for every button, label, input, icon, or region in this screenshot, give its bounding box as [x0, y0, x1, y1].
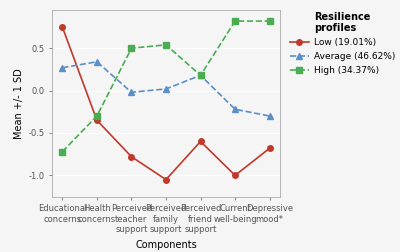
Average (46.62%) [60, 66, 65, 69]
High (34.37%) [198, 74, 203, 77]
High (34.37%) [60, 150, 65, 153]
High (34.37%) [129, 47, 134, 50]
High (34.37%) [164, 43, 168, 46]
Low (19.01%) [60, 25, 65, 28]
Average (46.62%) [94, 60, 99, 63]
Low (19.01%) [94, 119, 99, 122]
High (34.37%) [94, 114, 99, 117]
Line: High (34.37%): High (34.37%) [60, 18, 272, 154]
Average (46.62%) [164, 87, 168, 90]
Average (46.62%) [129, 91, 134, 94]
Legend: Low (19.01%), Average (46.62%), High (34.37%): Low (19.01%), Average (46.62%), High (34… [287, 9, 398, 78]
Low (19.01%) [198, 140, 203, 143]
Line: Average (46.62%): Average (46.62%) [60, 59, 272, 119]
Average (46.62%) [198, 74, 203, 77]
Low (19.01%) [267, 147, 272, 150]
Y-axis label: Mean +/- 1 SD: Mean +/- 1 SD [14, 68, 24, 139]
Low (19.01%) [129, 155, 134, 158]
Average (46.62%) [267, 114, 272, 117]
X-axis label: Components: Components [135, 240, 197, 249]
High (34.37%) [233, 20, 238, 23]
High (34.37%) [267, 20, 272, 23]
Low (19.01%) [164, 178, 168, 181]
Average (46.62%) [233, 108, 238, 111]
Line: Low (19.01%): Low (19.01%) [60, 24, 272, 182]
Low (19.01%) [233, 174, 238, 177]
